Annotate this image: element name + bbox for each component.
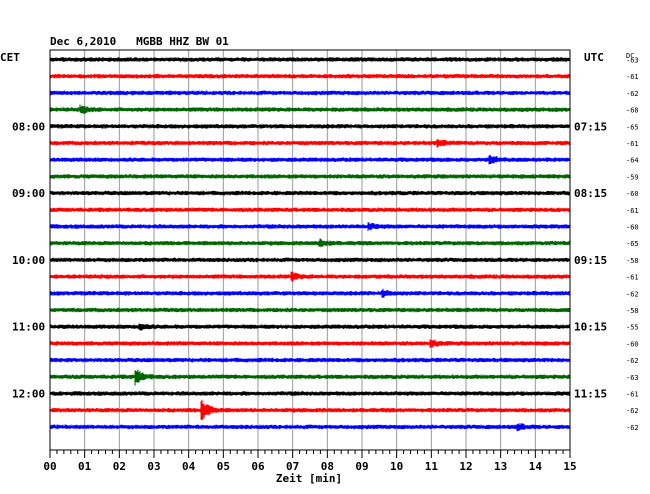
dc-offset-label: -62 [626,357,639,365]
dc-offset-label: -60 [626,340,639,348]
dc-offset-label: -61 [626,274,639,282]
utc-hour-label: 09:15 [574,254,607,267]
dc-offset-label: -63 [626,57,639,65]
cet-hour-label: 09:00 [12,187,45,200]
x-tick-label: 12 [459,460,472,473]
trace-blue [49,423,571,432]
dc-offset-label: -59 [626,173,639,181]
trace-blue [49,154,571,165]
cet-hour-label: 11:00 [12,321,45,334]
x-tick-label: 09 [355,460,368,473]
trace-blue [49,357,571,363]
dc-offset-label: -61 [626,140,639,148]
grid-lines [84,50,536,450]
x-tick-label: 00 [43,460,56,473]
trace-blue [49,222,571,231]
dc-offset-label: -63 [626,374,639,382]
x-tick-label: 08 [321,460,334,473]
dc-offset-label: -62 [626,90,639,98]
dc-offset-label: -65 [626,123,639,131]
trace-red [49,73,571,79]
trace-green [49,238,571,248]
dc-label: DC [626,52,634,60]
x-tick-label: 01 [78,460,92,473]
utc-zone-label: UTC [584,51,604,64]
trace-green [49,174,571,179]
trace-black [49,391,571,396]
plot-frame [49,49,571,451]
dc-offset-label: -61 [626,73,639,81]
dc-offset-label: -68 [626,107,639,115]
trace-green [49,104,571,114]
x-tick-label: 06 [251,460,265,473]
dc-offset-label: -62 [626,407,639,415]
dc-offset-label: -64 [626,157,639,165]
trace-red [49,139,571,148]
x-tick-label: 04 [182,460,196,473]
x-tick-label: 10 [390,460,403,473]
trace-red [49,207,571,213]
dc-offset-label: -61 [626,207,639,215]
x-tick-label: 11 [425,460,439,473]
cet-hour-label: 08:00 [12,120,45,133]
chart-title: Dec 6,2010 MGBB HHZ BW 01 [50,35,229,48]
trace-red [49,399,571,421]
dc-offset-label: -58 [626,257,639,265]
dc-offset-label: -60 [626,224,639,232]
trace-blue [49,288,571,298]
trace-green [49,369,571,386]
dc-offset-label: -61 [626,391,639,399]
trace-black [49,124,571,129]
utc-hour-label: 08:15 [574,187,607,200]
trace-black [49,323,571,331]
trace-lines: -63 -61 -62 -68 -65 -61 -64 -59 -60 -61 -60 -65 -58 -… [49,57,639,432]
dc-offset-label: -60 [626,190,639,198]
utc-hour-label: 07:15 [574,120,607,133]
x-tick-label: 13 [494,460,507,473]
trace-blue [49,90,571,96]
x-axis-label: Zeit [min] [276,472,342,485]
x-tick-label: 05 [217,460,230,473]
x-axis-ticks: 00 01 02 03 04 05 06 07 08 09 10 11 12 13 14 15 [43,450,577,473]
trace-red [49,339,571,348]
trace-black [49,257,571,263]
cet-hour-label: 10:00 [12,254,45,267]
trace-green [49,307,571,313]
dc-offset-label: -55 [626,324,639,332]
dc-offset-label: -62 [626,290,639,298]
dc-offset-label: -58 [626,307,639,315]
utc-hour-label: 11:15 [574,388,607,401]
utc-hour-label: 10:15 [574,321,607,334]
trace-black [49,57,571,62]
trace-black [49,190,571,196]
x-tick-label: 02 [113,460,126,473]
x-tick-label: 15 [563,460,576,473]
hour-labels: 08:00 09:00 10:00 11:00 12:00 07:15 08:15 09:15… [12,120,607,400]
trace-red [49,271,571,282]
x-tick-label: 03 [147,460,160,473]
x-tick-label: 07 [286,460,299,473]
dc-offset-label: -62 [626,424,639,432]
cet-hour-label: 12:00 [12,388,45,401]
dc-offset-label: -65 [626,240,639,248]
cet-zone-label: CET [0,51,20,64]
x-tick-label: 14 [529,460,543,473]
